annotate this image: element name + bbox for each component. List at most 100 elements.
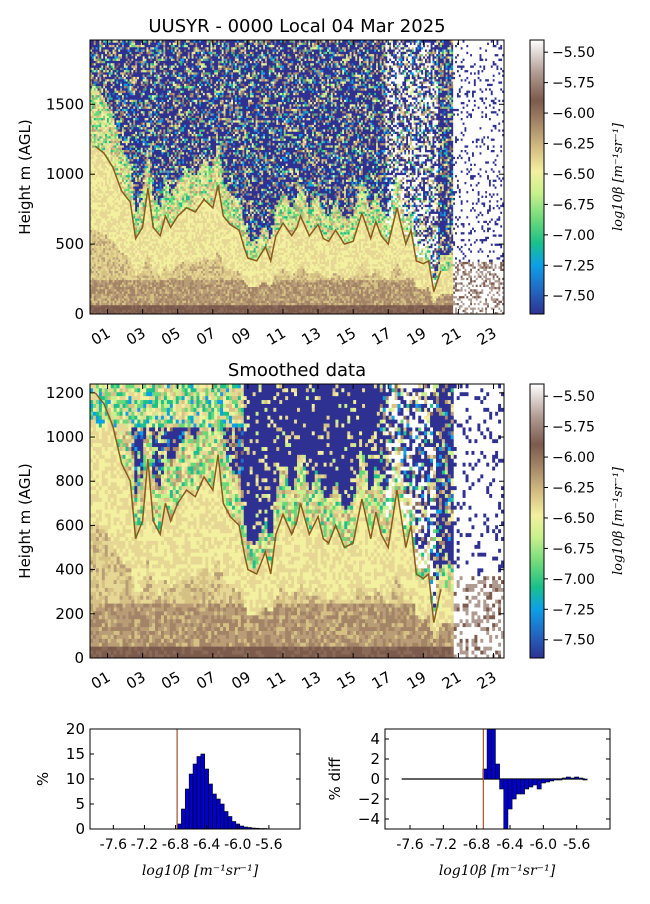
colorbar-tick-label: −6.25 bbox=[552, 481, 595, 497]
x-tick-label: 23 bbox=[474, 324, 500, 349]
x-tick-label: 05 bbox=[158, 324, 184, 349]
histogram-bar bbox=[205, 769, 209, 829]
y-tick-label: 200 bbox=[55, 605, 84, 623]
histogram-bar bbox=[529, 779, 533, 787]
y-tick-label: 800 bbox=[55, 472, 84, 490]
x-tick-label: -5.6 bbox=[563, 837, 590, 853]
histogram-bar bbox=[575, 777, 579, 779]
y-tick-label: 1000 bbox=[46, 428, 84, 446]
y-tick-label: 2 bbox=[370, 750, 380, 768]
x-tick-label: 17 bbox=[369, 324, 395, 349]
histogram-bar bbox=[558, 779, 562, 780]
chart-title: Smoothed data bbox=[228, 360, 366, 381]
x-tick-label: 05 bbox=[158, 668, 184, 693]
colorbar-tick-label: −7.25 bbox=[552, 602, 595, 618]
histogram-bar bbox=[525, 779, 529, 789]
x-tick-label: 07 bbox=[193, 668, 219, 693]
y-axis-label: % bbox=[34, 772, 52, 786]
colorbar-tick-label: −5.50 bbox=[552, 45, 595, 61]
histogram-bar bbox=[491, 729, 495, 779]
x-tick-label: 17 bbox=[369, 668, 395, 693]
y-tick-label: 10 bbox=[66, 770, 85, 788]
x-tick-label: 15 bbox=[334, 324, 360, 349]
histogram-bar bbox=[541, 779, 545, 783]
histogram-bar bbox=[193, 764, 197, 829]
x-tick-label: -6.0 bbox=[530, 837, 557, 853]
histogram-bar bbox=[213, 794, 217, 829]
colorbar-tick-label: −7.00 bbox=[552, 228, 595, 244]
histogram-bar bbox=[566, 777, 570, 779]
histogram-bar bbox=[487, 729, 491, 779]
histogram-bar bbox=[537, 779, 541, 789]
histogram-bar bbox=[504, 779, 508, 829]
histogram-bar bbox=[185, 789, 189, 829]
y-tick-label: 1500 bbox=[46, 95, 84, 113]
histogram-bar bbox=[579, 778, 583, 779]
histogram-bar bbox=[516, 779, 520, 794]
x-tick-label: 19 bbox=[404, 324, 430, 349]
y-tick-label: −2 bbox=[358, 790, 380, 808]
histogram-bar bbox=[495, 764, 499, 779]
x-tick-label: -6.4 bbox=[193, 837, 220, 853]
colorbar-tick-label: −7.50 bbox=[552, 289, 595, 305]
histogram-bar bbox=[224, 812, 228, 830]
y-tick-label: 500 bbox=[55, 235, 84, 253]
heatmap-image bbox=[90, 40, 504, 314]
x-tick-label: 11 bbox=[263, 324, 289, 349]
histogram-bar bbox=[228, 817, 232, 830]
chart-title: UUSYR - 0000 Local 04 Mar 2025 bbox=[148, 16, 445, 37]
x-tick-label: 01 bbox=[88, 668, 114, 693]
x-tick-label: 23 bbox=[474, 668, 500, 693]
x-tick-label: -6.4 bbox=[496, 837, 523, 853]
x-axis-label: log10β [m⁻¹sr⁻¹] bbox=[142, 863, 259, 879]
x-tick-label: 07 bbox=[193, 324, 219, 349]
x-tick-label: 11 bbox=[263, 668, 289, 693]
colorbar-tick-label: −7.25 bbox=[552, 258, 595, 274]
histogram-bar bbox=[520, 779, 524, 794]
x-tick-label: -7.6 bbox=[100, 837, 127, 853]
colorbar-tick-label: −5.75 bbox=[552, 420, 595, 436]
colorbar-tick-label: −7.00 bbox=[552, 572, 595, 588]
x-tick-label: 09 bbox=[228, 324, 254, 349]
colorbar-label: log10β [m⁻¹sr⁻¹] bbox=[611, 466, 626, 575]
histogram-bar bbox=[181, 809, 185, 829]
y-tick-label: 15 bbox=[66, 745, 85, 763]
y-tick-label: 20 bbox=[66, 720, 85, 738]
x-tick-label: 21 bbox=[439, 324, 465, 349]
histogram-bar bbox=[189, 774, 193, 829]
x-tick-label: -6.0 bbox=[224, 837, 251, 853]
x-tick-label: -6.8 bbox=[463, 837, 490, 853]
x-tick-label: 03 bbox=[123, 324, 149, 349]
x-tick-label: 13 bbox=[299, 668, 325, 693]
x-tick-label: 03 bbox=[123, 668, 149, 693]
histogram-bar bbox=[220, 804, 224, 829]
colorbar: log10β [m⁻¹sr⁻¹] −5.50−5.75−6.00−6.25−6.… bbox=[530, 40, 626, 314]
colorbar-tick-label: −5.75 bbox=[552, 76, 595, 92]
x-tick-label: -5.6 bbox=[255, 837, 282, 853]
y-tick-label: 4 bbox=[370, 730, 380, 748]
histogram-bar bbox=[178, 824, 182, 829]
colorbar-tick-label: −6.00 bbox=[552, 106, 595, 122]
histogram-bar bbox=[500, 779, 504, 789]
y-tick-label: 400 bbox=[55, 561, 84, 579]
x-tick-label: 15 bbox=[334, 668, 360, 693]
colorbar-tick-label: −6.75 bbox=[552, 197, 595, 213]
histogram-bar bbox=[562, 778, 566, 779]
histogram-bar bbox=[216, 799, 220, 829]
colorbar-label: log10β [m⁻¹sr⁻¹] bbox=[611, 122, 626, 231]
y-axis-label: Height m (AGL) bbox=[16, 119, 34, 234]
y-tick-label: 1000 bbox=[46, 165, 84, 183]
y-axis-label: Height m (AGL) bbox=[16, 463, 34, 578]
y-axis-label: % diff bbox=[326, 757, 344, 801]
colorbar: log10β [m⁻¹sr⁻¹] −5.50−5.75−6.00−6.25−6.… bbox=[530, 384, 626, 658]
histogram-bar bbox=[512, 779, 516, 799]
x-tick-label: 09 bbox=[228, 668, 254, 693]
histogram-bar bbox=[550, 779, 554, 781]
x-tick-label: -7.2 bbox=[131, 837, 158, 853]
colorbar-tick-label: −6.00 bbox=[552, 450, 595, 466]
y-tick-label: −4 bbox=[358, 810, 380, 828]
